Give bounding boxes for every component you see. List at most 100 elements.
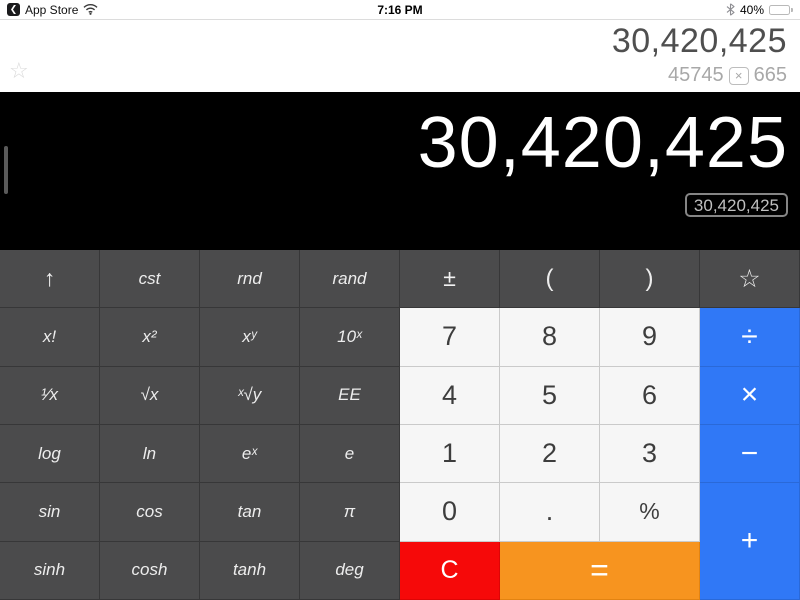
key-subtract[interactable]: − xyxy=(700,424,800,484)
key-paren-open[interactable]: ( xyxy=(500,250,600,309)
key-deg[interactable]: deg xyxy=(300,541,400,600)
key-8[interactable]: 8 xyxy=(500,308,600,367)
key-decimal[interactable]: . xyxy=(500,483,600,542)
key-0[interactable]: 0 xyxy=(400,483,500,542)
drawer-handle[interactable] xyxy=(4,146,8,194)
key-divide[interactable]: ÷ xyxy=(700,308,800,367)
key-tanh[interactable]: tanh xyxy=(200,541,300,600)
key-6[interactable]: 6 xyxy=(600,366,700,425)
key-label: rnd xyxy=(237,268,262,288)
key-factorial[interactable]: x! xyxy=(0,308,100,367)
key-label: e xyxy=(344,443,355,463)
key-label: sin xyxy=(38,501,61,521)
key-x-squared[interactable]: x² xyxy=(100,308,200,367)
key-label: 8 xyxy=(541,321,558,352)
key-2[interactable]: 2 xyxy=(500,424,600,484)
keypad: ↑ cst rnd rand ± () ☆ x! x² xʸ 10ˣ 7 8 9 ÷ ¹⁄x √x ˣ√y EE 4 5… xyxy=(0,250,800,600)
key-label: 4 xyxy=(441,379,458,410)
key-label: √x xyxy=(140,385,159,405)
key-label: ÷ xyxy=(741,319,758,353)
key-favorite[interactable]: ☆ xyxy=(700,250,800,309)
battery-icon xyxy=(769,4,793,15)
key-4[interactable]: 4 xyxy=(400,366,500,425)
star-outline-icon[interactable]: ☆ xyxy=(9,58,29,83)
key-label: 0 xyxy=(441,496,458,527)
history-header: ☆ 30,420,425 45745 × 665 xyxy=(0,20,800,92)
key-pi[interactable]: π xyxy=(300,483,400,542)
history-expression: 45745 × 665 xyxy=(668,64,787,87)
expression-right-operand: 665 xyxy=(753,64,787,86)
key-label: EE xyxy=(338,385,361,405)
key-label: ˣ√y xyxy=(237,385,262,405)
key-label: ± xyxy=(443,265,456,292)
history-result: 30,420,425 xyxy=(611,22,787,60)
key-percent[interactable]: % xyxy=(600,483,700,542)
key-log[interactable]: log xyxy=(0,424,100,484)
key-label: 6 xyxy=(641,379,658,410)
key-sqrt[interactable]: √x xyxy=(100,366,200,425)
key-label: ¹⁄x xyxy=(41,385,58,405)
key-shift[interactable]: ↑ xyxy=(0,250,100,309)
back-to-app-icon[interactable]: ❮ xyxy=(7,3,20,16)
key-label: C xyxy=(440,555,459,584)
key-equals[interactable]: = xyxy=(500,541,700,600)
status-bar: ❮ App Store 7:16 PM 40% xyxy=(0,0,800,20)
key-label: cosh xyxy=(131,560,168,580)
key-ee[interactable]: EE xyxy=(300,366,400,425)
wifi-icon xyxy=(83,4,98,15)
key-plus-minus[interactable]: ± xyxy=(400,250,500,309)
key-label: 9 xyxy=(641,321,658,352)
key-ln[interactable]: ln xyxy=(100,424,200,484)
display-result-tag[interactable]: 30,420,425 xyxy=(684,193,788,217)
key-label: sinh xyxy=(33,560,66,580)
key-label: rand xyxy=(332,268,367,288)
key-e-pow-x[interactable]: eˣ xyxy=(200,424,300,484)
key-reciprocal[interactable]: ¹⁄x xyxy=(0,366,100,425)
key-sin[interactable]: sin xyxy=(0,483,100,542)
expression-left-operand: 45745 xyxy=(668,64,724,86)
key-label: ( xyxy=(545,264,554,292)
key-tan[interactable]: tan xyxy=(200,483,300,542)
key-label: tanh xyxy=(232,560,267,580)
key-y-root[interactable]: ˣ√y xyxy=(200,366,300,425)
display-value: 30,420,425 xyxy=(417,103,788,183)
key-1[interactable]: 1 xyxy=(400,424,500,484)
key-label: = xyxy=(590,551,609,588)
key-label: . xyxy=(545,496,554,527)
key-label: + xyxy=(740,524,759,558)
key-label: xʸ xyxy=(242,326,257,346)
key-label: × xyxy=(740,378,759,412)
key-rnd[interactable]: rnd xyxy=(200,250,300,309)
battery-percent-label: 40% xyxy=(739,2,764,17)
key-label: eˣ xyxy=(241,443,258,463)
expression-operator-icon: × xyxy=(728,66,749,85)
key-9[interactable]: 9 xyxy=(600,308,700,367)
key-label: 2 xyxy=(541,438,558,469)
key-10-pow-x[interactable]: 10ˣ xyxy=(300,308,400,367)
key-cst[interactable]: cst xyxy=(100,250,200,309)
key-rand[interactable]: rand xyxy=(300,250,400,309)
key-clear[interactable]: C xyxy=(400,541,500,600)
key-label: 5 xyxy=(541,379,558,410)
key-cos[interactable]: cos xyxy=(100,483,200,542)
key-x-pow-y[interactable]: xʸ xyxy=(200,308,300,367)
key-add[interactable]: + xyxy=(700,483,800,600)
status-time: 7:16 PM xyxy=(377,2,423,17)
key-paren-close[interactable]: ) xyxy=(600,250,700,309)
key-7[interactable]: 7 xyxy=(400,308,500,367)
key-sinh[interactable]: sinh xyxy=(0,541,100,600)
key-label: 10ˣ xyxy=(337,326,362,346)
key-label: tan xyxy=(237,501,262,521)
key-5[interactable]: 5 xyxy=(500,366,600,425)
key-label: π xyxy=(343,501,356,521)
key-label: ☆ xyxy=(738,264,761,293)
key-label: cst xyxy=(138,268,161,288)
back-to-app-label[interactable]: App Store xyxy=(25,2,79,17)
key-cosh[interactable]: cosh xyxy=(100,541,200,600)
key-multiply[interactable]: × xyxy=(700,366,800,425)
key-label: x² xyxy=(142,326,157,346)
key-label: % xyxy=(639,498,660,525)
key-e[interactable]: e xyxy=(300,424,400,484)
key-3[interactable]: 3 xyxy=(600,424,700,484)
key-label: cos xyxy=(136,501,163,521)
